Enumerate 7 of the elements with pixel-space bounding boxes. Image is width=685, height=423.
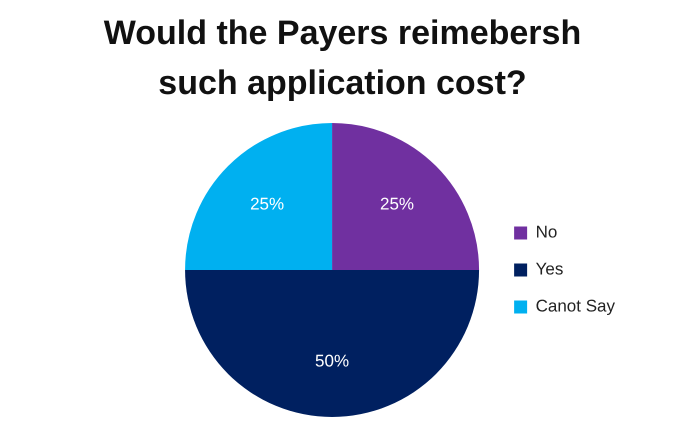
- legend-label: No: [536, 222, 558, 242]
- legend-label: Yes: [536, 260, 564, 279]
- legend-label: Canot Say: [536, 296, 616, 316]
- data-label: 25%: [250, 194, 284, 214]
- data-label: 50%: [315, 352, 350, 371]
- chart-title: Would the Payers reimebersh such application cost?: [102, 13, 582, 104]
- data-label: 25%: [380, 194, 414, 214]
